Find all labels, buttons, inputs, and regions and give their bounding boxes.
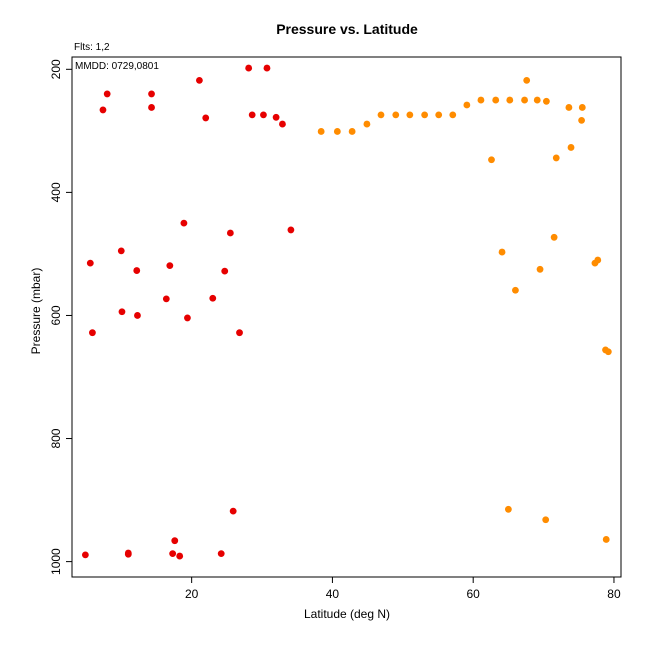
data-point-series2 [533,96,541,104]
legend-mmdd: MMDD: 0729,0801 [75,61,159,72]
data-point-series1 [221,267,229,275]
data-points [81,64,612,560]
data-point-series2 [348,128,356,135]
data-point-series2 [504,505,512,513]
data-point-series1 [124,550,132,558]
data-point-series1 [180,219,188,227]
data-point-series2 [578,116,585,124]
data-point-series1 [236,329,243,337]
data-point-series2 [506,96,514,104]
y-tick-label: 600 [49,305,63,325]
data-point-series2 [567,144,575,151]
y-axis: 200 400 600 800 1000 [49,59,72,575]
data-point-series2 [435,111,443,119]
data-point-series1 [148,104,155,111]
data-point-series1 [134,312,141,319]
data-point-series1 [226,229,234,237]
data-point-series2 [594,256,602,264]
x-tick-label: 20 [185,587,199,601]
data-point-series2 [377,111,385,119]
data-point-series1 [248,111,256,119]
data-point-series1 [171,537,179,545]
data-point-series1 [99,106,107,114]
data-point-series1 [133,267,141,274]
data-point-series2 [406,111,414,119]
data-point-series1 [89,329,96,337]
data-point-series1 [86,259,94,267]
data-point-series2 [449,111,457,119]
data-point-series1 [260,111,267,119]
data-point-series2 [421,111,429,119]
data-point-series2 [604,348,612,356]
plot-frame [71,56,622,578]
data-point-series1 [148,90,155,98]
data-point-series1 [118,308,126,316]
data-point-series1 [279,120,286,128]
data-point-series2 [512,286,519,294]
y-axis-label: Pressure (mbar) [29,268,43,355]
data-point-series1 [229,507,237,515]
y-tick-label: 1000 [49,548,63,575]
data-point-series1 [272,113,280,121]
data-point-series1 [162,295,170,303]
data-point-series2 [392,111,400,119]
data-point-series2 [521,96,528,104]
data-point-series2 [602,536,610,543]
data-point-series2 [463,101,471,109]
chart-title: Pressure vs. Latitude [276,21,418,37]
data-point-series2 [550,233,558,241]
data-point-series2 [536,265,544,273]
data-point-series1 [209,294,217,302]
data-point-series1 [217,550,225,558]
data-point-series1 [195,76,203,84]
data-point-series2 [523,76,531,84]
data-point-series2 [317,128,325,135]
y-tick-label: 200 [49,59,63,79]
data-point-series1 [287,226,295,234]
data-point-series1 [81,551,89,559]
data-point-series2 [542,516,550,524]
x-tick-label: 60 [467,587,481,601]
data-point-series2 [552,154,560,162]
data-point-series2 [565,104,573,111]
data-point-series2 [477,96,485,104]
data-point-series1 [117,247,125,255]
y-tick-label: 800 [49,428,63,448]
data-point-series1 [169,550,177,558]
data-point-series1 [184,314,191,322]
x-axis: 20 40 60 80 [185,577,621,601]
data-point-series2 [498,248,506,256]
x-tick-label: 80 [607,587,621,601]
y-tick-label: 400 [49,182,63,202]
data-point-series1 [202,114,210,122]
x-axis-label: Latitude (deg N) [304,607,390,621]
x-tick-label: 40 [326,587,340,601]
data-point-series2 [578,104,586,111]
data-point-series2 [363,120,371,128]
flights-annotation: Flts: 1,2 [74,42,110,53]
data-point-series2 [542,97,550,105]
data-point-series1 [176,552,184,560]
data-point-series2 [333,128,341,135]
data-point-series1 [245,64,253,72]
data-point-series2 [488,156,495,164]
data-point-series1 [166,262,174,270]
data-point-series1 [263,64,271,72]
data-point-series2 [492,96,500,104]
data-point-series1 [103,90,111,98]
